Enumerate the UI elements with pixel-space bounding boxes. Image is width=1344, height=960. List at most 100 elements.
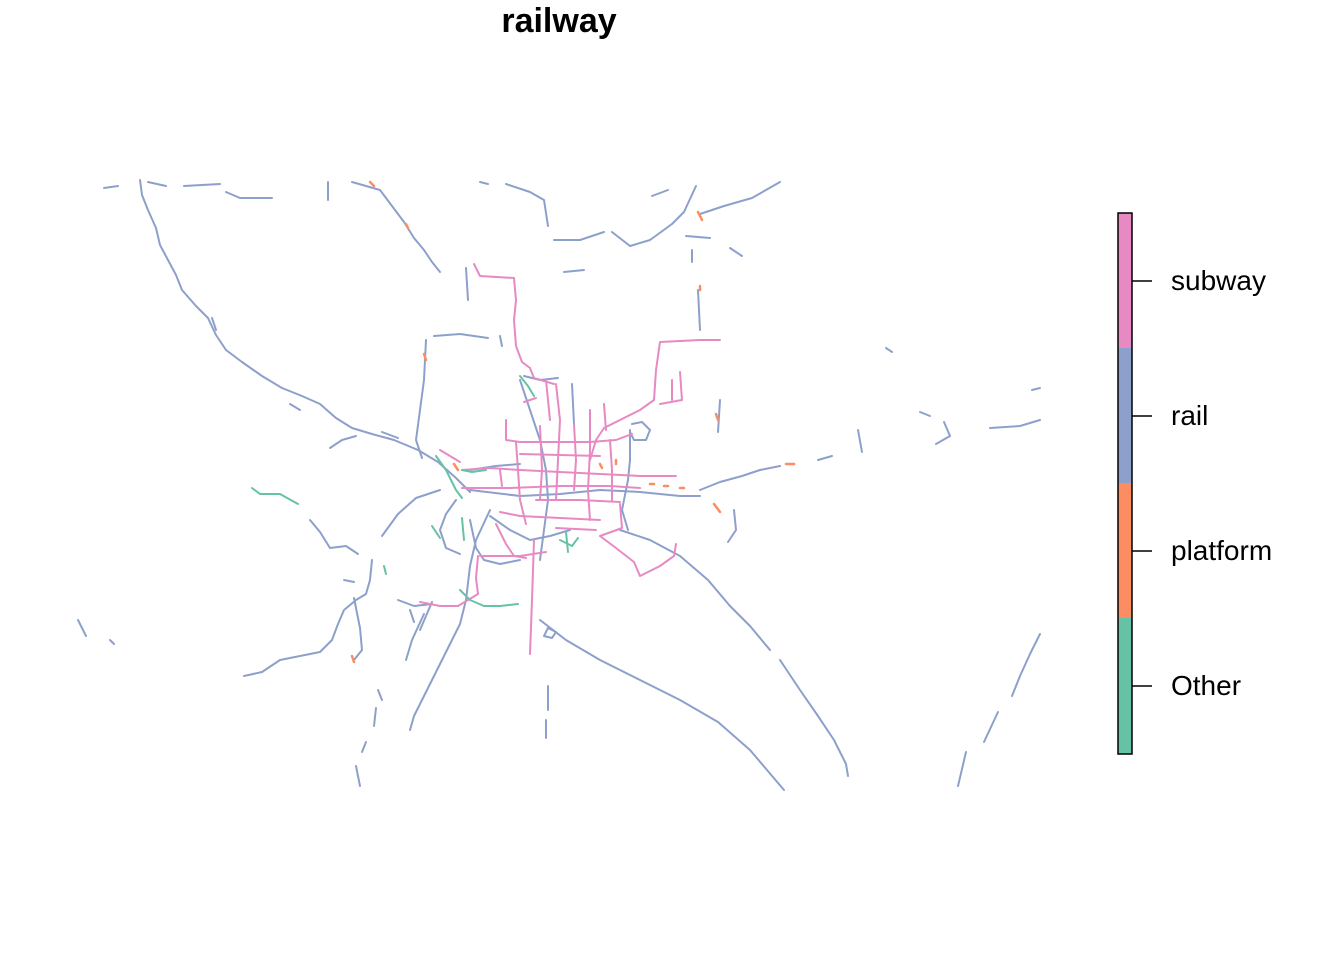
legend-label-other: Other: [1171, 670, 1242, 701]
legend-swatch-subway: [1118, 213, 1132, 348]
rail-segment: [983, 711, 999, 743]
platform-mark: [404, 222, 410, 230]
subway-line: [555, 383, 561, 501]
subway-line: [439, 449, 461, 463]
rail-segment: [377, 689, 383, 701]
subway-line: [555, 527, 597, 531]
rail-segment: [381, 489, 441, 537]
rail-segment: [857, 429, 863, 453]
rail-line: [621, 429, 631, 531]
subway-line: [599, 535, 677, 577]
other-line: [519, 375, 535, 397]
rail-line: [779, 659, 849, 777]
rail-segment: [729, 247, 743, 257]
rail-segment: [479, 181, 489, 185]
rail-segment: [289, 403, 301, 411]
rail-line: [469, 489, 701, 497]
legend-swatch-rail: [1118, 348, 1132, 483]
legend-swatch-other: [1118, 618, 1132, 754]
rail-segment: [957, 751, 967, 787]
rail-segment: [355, 765, 361, 787]
rail-line: [619, 529, 771, 651]
other-line: [251, 487, 299, 505]
rail-line: [489, 515, 571, 541]
rail-segment: [405, 613, 425, 661]
rail-line: [629, 421, 651, 441]
rail-segment: [1011, 633, 1041, 697]
rail-line: [519, 379, 549, 561]
rail-segment: [243, 559, 373, 677]
rail-segment: [651, 189, 669, 197]
other-lines: [251, 375, 579, 607]
rail-segment: [77, 619, 87, 637]
rail-line: [539, 619, 785, 791]
subway-line: [473, 263, 531, 369]
map-title: railway: [501, 2, 617, 40]
subway-line: [573, 423, 577, 491]
rail-segment: [685, 235, 711, 239]
rail-segment: [717, 399, 721, 433]
subway-line: [529, 367, 555, 385]
subway-line: [461, 485, 641, 489]
other-line: [559, 537, 579, 547]
subway-line: [523, 397, 537, 403]
subway-line: [499, 511, 601, 521]
rail-segment: [381, 431, 399, 439]
rail-line: [543, 627, 557, 639]
other-line: [459, 589, 519, 607]
rail-line: [409, 509, 491, 731]
platform-mark: [696, 210, 704, 222]
subway-line: [587, 409, 591, 521]
rail-line: [439, 499, 461, 555]
subway-line: [545, 379, 551, 421]
rail-segment: [351, 181, 441, 273]
subway-line: [609, 439, 613, 501]
rail-segment: [553, 231, 605, 241]
legend-label-subway: subway: [1171, 265, 1266, 296]
other-line: [461, 517, 465, 541]
rail-segment: [885, 347, 893, 353]
other-line: [565, 531, 569, 553]
other-line: [435, 455, 463, 499]
rail-segment: [419, 601, 433, 631]
subway-line: [539, 425, 543, 501]
rail-segment: [697, 289, 701, 331]
rail-segment: [409, 609, 415, 623]
rail-segment: [699, 181, 781, 215]
rail-segment: [183, 183, 221, 187]
rail-segment: [343, 579, 355, 583]
rail-line: [571, 383, 575, 425]
rail-segment: [1031, 387, 1041, 391]
rail-segment: [919, 411, 931, 417]
rail-line: [469, 519, 521, 565]
rail-segment: [563, 269, 585, 273]
platform-mark: [350, 654, 356, 664]
rail-segment: [373, 707, 377, 727]
legend-label-platform: platform: [1171, 535, 1273, 566]
rail-segment: [611, 185, 697, 247]
platform-mark: [712, 502, 722, 514]
rail-segment: [397, 599, 433, 607]
subway-line: [419, 555, 479, 607]
subway-line: [535, 499, 621, 503]
platform-mark: [598, 462, 604, 470]
rail-segment: [989, 419, 1041, 429]
subway-line: [659, 371, 683, 405]
legend-swatch-platform: [1118, 483, 1132, 618]
subway-line: [599, 503, 623, 537]
rail-segment: [103, 185, 119, 189]
subway-line: [589, 339, 721, 461]
rail-segment: [699, 465, 781, 491]
platform-mark: [422, 352, 428, 362]
rail-segment: [935, 421, 951, 445]
rail-segment: [361, 741, 367, 753]
rail-line: [139, 179, 471, 493]
rail-segment: [329, 435, 357, 449]
legend: [1117, 212, 1152, 755]
subway-line: [461, 467, 677, 477]
other-line: [431, 525, 441, 539]
subway-line: [519, 453, 601, 457]
subway-line: [495, 523, 527, 559]
platform-marks: [350, 180, 796, 664]
rail-segment: [727, 509, 737, 543]
